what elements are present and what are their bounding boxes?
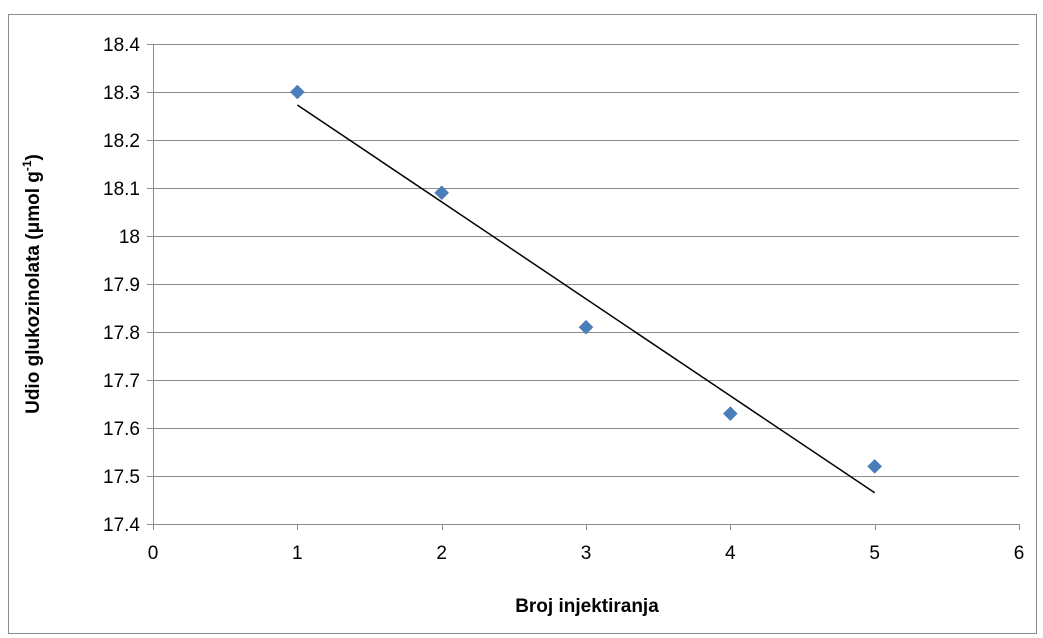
x-tick-label: 0 — [148, 543, 159, 564]
y-tick-label: 18 — [119, 227, 140, 248]
y-tick-label: 18.2 — [103, 131, 140, 152]
x-tick-label: 2 — [436, 543, 447, 564]
y-axis-title-main: Udio glukozinolata (μmol g — [23, 171, 44, 414]
y-tick-label: 18.4 — [103, 35, 140, 56]
data-point — [867, 459, 883, 474]
y-axis-title-superscript: -1 — [20, 160, 34, 171]
y-tick-label: 17.7 — [103, 371, 140, 392]
trendline — [296, 104, 876, 494]
data-point — [434, 185, 450, 201]
y-axis-title: Udio glukozinolata (μmol g-1) — [20, 154, 44, 414]
data-point — [578, 319, 594, 335]
y-tick-label: 17.9 — [103, 275, 140, 296]
y-tick-label: 18.3 — [103, 83, 140, 104]
y-tick-label: 18.1 — [103, 179, 140, 200]
y-tick-label: 17.8 — [103, 323, 140, 344]
y-tick-label: 17.5 — [103, 467, 140, 488]
x-tick-label: 3 — [581, 543, 592, 564]
chart-area — [8, 14, 1037, 634]
y-tick-label: 17.6 — [103, 419, 140, 440]
x-tick-label: 1 — [292, 543, 303, 564]
x-tick-label: 5 — [869, 543, 880, 564]
x-axis-tick-labels: 0 1 2 3 4 5 6 — [148, 543, 1025, 564]
y-axis-tick-labels: 17.4 17.5 17.6 17.7 17.8 17.9 18 18.1 18.2 18.3 18… — [103, 35, 140, 536]
trendline-layer — [296, 104, 876, 494]
data-points — [289, 84, 883, 474]
data-point — [722, 406, 738, 421]
x-axis-title: Broj injektiranja — [515, 596, 659, 617]
x-tick-label: 4 — [725, 543, 736, 564]
axes — [147, 44, 1020, 530]
gridlines — [153, 44, 1019, 477]
y-axis-title-end: ) — [23, 154, 44, 160]
y-tick-label: 17.4 — [103, 515, 140, 536]
data-point — [289, 84, 305, 100]
x-tick-label: 6 — [1014, 543, 1025, 564]
